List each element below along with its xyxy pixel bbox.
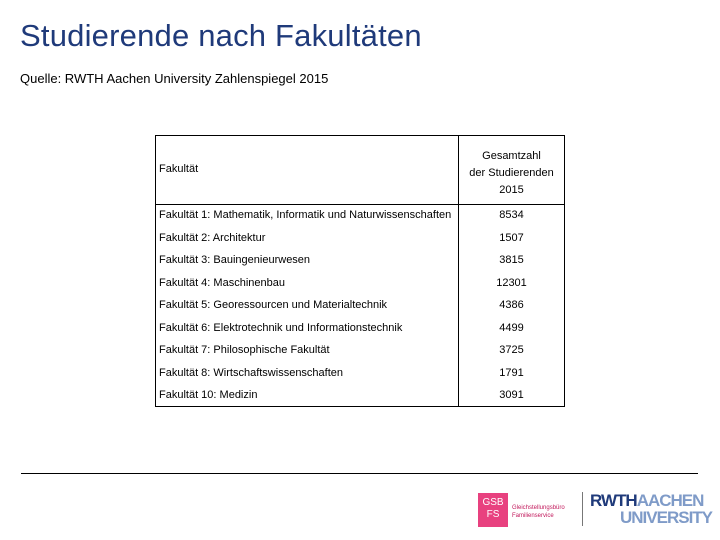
table-row: Fakultät 7: Philosophische Fakultät 3725 [156, 340, 564, 363]
footer-divider [21, 473, 698, 474]
column-divider [458, 136, 459, 406]
table-body: Fakultät 1: Mathematik, Informatik und N… [156, 205, 564, 408]
faculty-name: Fakultät 2: Architektur [159, 231, 266, 244]
student-count: 3091 [499, 389, 524, 401]
source-note: Quelle: RWTH Aachen University Zahlenspi… [20, 71, 329, 86]
student-count: 3815 [499, 254, 524, 266]
gsb-logo: GSB FS Gleichstellungsbüro Familienservi… [478, 493, 578, 527]
faculty-name: Fakultät 4: Maschinenbau [159, 276, 285, 289]
gsb-logo-text: Gleichstellungsbüro Familienservice [512, 505, 565, 519]
header-divider [156, 204, 564, 205]
faculty-name: Fakultät 1: Mathematik, Informatik und N… [159, 209, 452, 221]
rwth-logo: RWTHAACHEN UNIVERSITY [590, 491, 713, 528]
table-row: Fakultät 4: Maschinenbau 12301 [156, 273, 564, 296]
table-row: Fakultät 10: Medizin 3091 [156, 385, 564, 408]
faculty-table: Fakultät Gesamtzahl der Studierenden 201… [155, 135, 565, 407]
table-row: Fakultät 8: Wirtschaftswissenschaften 17… [156, 363, 564, 386]
student-count: 4499 [499, 321, 524, 334]
header-total: Gesamtzahl der Studierenden 2015 [469, 150, 554, 196]
faculty-name: Fakultät 10: Medizin [159, 389, 258, 401]
rwth-logo-part2: AACHEN [636, 491, 705, 510]
faculty-name: Fakultät 7: Philosophische Fakultät [159, 344, 330, 356]
student-count: 1507 [499, 231, 524, 244]
page-title: Studierende nach Fakultäten [20, 18, 422, 53]
gsb-logo-box: GSB FS [478, 493, 508, 527]
faculty-name: Fakultät 8: Wirtschaftswissenschaften [159, 366, 344, 379]
faculty-name: Fakultät 5: Georessourcen und Materialte… [159, 299, 388, 311]
table-row: Fakultät 2: Architektur 1507 [156, 228, 564, 251]
table-row: Fakultät 3: Bauingenieurwesen 3815 [156, 250, 564, 273]
student-count: 1791 [499, 366, 524, 379]
faculty-name: Fakultät 3: Bauingenieurwesen [159, 254, 311, 266]
student-count: 8534 [499, 209, 524, 221]
rwth-logo-part1: RWTH [590, 491, 638, 510]
student-count: 3725 [499, 344, 524, 356]
header-faculty: Fakultät [159, 163, 199, 175]
faculty-name: Fakultät 6: Elektrotechnik und Informati… [159, 321, 403, 334]
student-count: 12301 [496, 276, 527, 289]
table-row: Fakultät 5: Georessourcen und Materialte… [156, 295, 564, 318]
student-count: 4386 [499, 299, 524, 311]
rwth-logo-line2: UNIVERSITY [620, 508, 713, 527]
logo-separator [582, 492, 583, 526]
table-row: Fakultät 1: Mathematik, Informatik und N… [156, 205, 564, 228]
table-row: Fakultät 6: Elektrotechnik und Informati… [156, 318, 564, 341]
